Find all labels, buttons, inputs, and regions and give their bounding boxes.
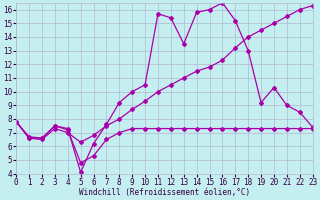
X-axis label: Windchill (Refroidissement éolien,°C): Windchill (Refroidissement éolien,°C) [79,188,250,197]
